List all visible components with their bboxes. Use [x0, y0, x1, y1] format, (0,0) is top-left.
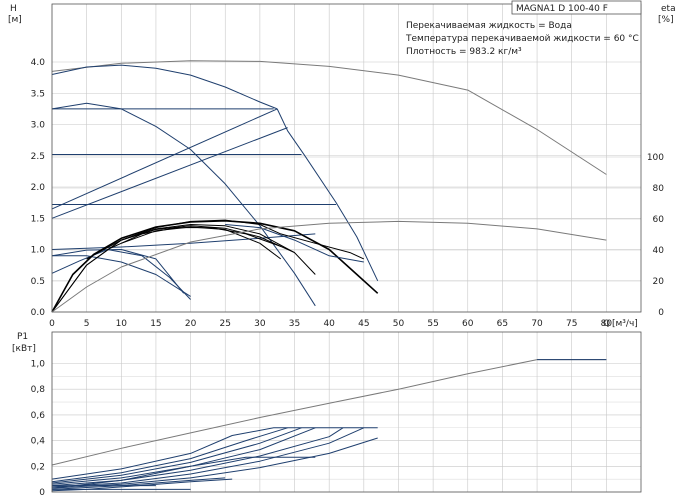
- y2-tick-labels: 0 20 40 60 80 100: [647, 153, 664, 318]
- y-axis-unit: [м]: [8, 15, 22, 25]
- head-curve-1: [51, 64, 278, 110]
- power-axis-label: P1: [17, 332, 28, 342]
- x-tick-label: 25: [220, 319, 231, 329]
- power-curve-3: [51, 427, 288, 483]
- power-curve-2: [51, 427, 378, 480]
- x-tick-label: 10: [116, 319, 128, 329]
- x-tick-label: 70: [531, 319, 543, 329]
- head-curve-3: [51, 102, 316, 307]
- x-tick-label: 55: [427, 319, 438, 329]
- y2-tick-label: 100: [647, 153, 664, 163]
- y-tick-label: 3.5: [31, 89, 45, 99]
- power-tick-label: 1,0: [31, 360, 46, 370]
- y-tick-label: 2.0: [31, 183, 46, 193]
- x-tick-label: 75: [566, 319, 577, 329]
- x-tick-labels: 0 5 10 15 20 25 30 35 40 45 50 55 60 65 70 75 80: [49, 319, 612, 329]
- power-tick-label: 0,8: [31, 385, 46, 395]
- y-tick-label: 4.0: [31, 58, 46, 68]
- head-curve-16: [86, 225, 295, 260]
- power-tick-label: 0: [39, 488, 45, 498]
- x-tick-label: 65: [497, 319, 508, 329]
- x-tick-label: 20: [185, 319, 197, 329]
- power-tick-label: 0,2: [31, 462, 45, 472]
- y-tick-label: 0.5: [31, 277, 45, 287]
- x-tick-label: 15: [150, 319, 161, 329]
- x-tick-label: 30: [254, 319, 266, 329]
- power-curve-0: [51, 359, 607, 466]
- head-curve-19: [225, 224, 364, 263]
- power-curve-11: [51, 456, 316, 489]
- y-tick-label: 1.5: [31, 214, 45, 224]
- power-tick-label: 0,6: [31, 411, 46, 421]
- head-curve-0: [51, 60, 607, 175]
- bottom-curves: [51, 359, 607, 492]
- x-tick-label: 50: [393, 319, 405, 329]
- y-axis-label: H: [10, 4, 17, 14]
- y-tick-label: 2.5: [31, 152, 45, 162]
- model-title-box: [511, 0, 642, 15]
- y2-tick-label: 40: [653, 246, 665, 256]
- note-temperature: Температура перекачиваемой жидкости = 60…: [405, 34, 639, 44]
- power-axis-unit: [кВт]: [12, 344, 36, 354]
- head-curve-9: [51, 233, 316, 250]
- head-curve-7: [51, 108, 278, 210]
- power-tick-label: 0,4: [31, 437, 46, 447]
- top-curves: [51, 60, 607, 313]
- y2-tick-label: 60: [653, 215, 665, 225]
- power-curve-8: [51, 437, 378, 489]
- power-curve-5: [51, 427, 316, 485]
- note-liquid: Перекачиваемая жидкость = Вода: [406, 21, 572, 31]
- head-curve-12: [51, 249, 191, 300]
- y2-tick-label: 80: [653, 184, 665, 194]
- x-axis-label: Q: [603, 319, 610, 329]
- power-curve-9: [51, 477, 226, 490]
- power-curve-4: [51, 427, 302, 484]
- x-tick-label: 60: [462, 319, 474, 329]
- power-tick-labels: 0 0,2 0,4 0,6 0,8 1,0: [31, 360, 46, 499]
- y2-tick-label: 0: [658, 308, 664, 318]
- x-tick-label: 80: [601, 319, 613, 329]
- head-curve-20: [51, 220, 607, 313]
- note-density: Плотность = 983.2 кг/м³: [406, 47, 522, 57]
- head-curve-8: [51, 127, 288, 219]
- y-tick-label: 0.0: [31, 308, 46, 318]
- y2-axis-unit: [%]: [658, 15, 674, 25]
- y-tick-labels: 0.0 0.5 1.0 1.5 2.0 2.5 3.0 3.5 4.0: [31, 58, 46, 318]
- head-curve-14: [51, 224, 316, 313]
- top-plot-frame: [51, 3, 642, 313]
- x-tick-label: 35: [289, 319, 300, 329]
- head-curve-11: [51, 249, 185, 294]
- power-curve-7: [51, 427, 365, 488]
- head-curve-10: [52, 255, 191, 297]
- x-tick-label: 0: [49, 319, 55, 329]
- head-curve-6: [276, 108, 379, 282]
- x-tick-label: 45: [358, 319, 369, 329]
- y-tick-label: 3.0: [31, 121, 46, 131]
- x-tick-label: 5: [84, 319, 90, 329]
- top-axis-labels: H [м] eta [%] Q [м³/ч]: [8, 4, 676, 329]
- head-curve-18: [121, 226, 281, 260]
- y2-tick-label: 20: [653, 277, 665, 287]
- x-tick-label: 40: [323, 319, 335, 329]
- head-curve-13: [51, 220, 379, 313]
- y2-axis-label: eta: [661, 4, 676, 14]
- bottom-grid: [51, 332, 641, 493]
- bottom-plot-frame: [51, 331, 642, 493]
- x-axis-unit: [м³/ч]: [612, 319, 638, 329]
- chart-title: MAGNA1 D 100-40 F: [516, 4, 608, 14]
- y-tick-label: 1.0: [31, 246, 46, 256]
- head-curve-15: [51, 219, 365, 313]
